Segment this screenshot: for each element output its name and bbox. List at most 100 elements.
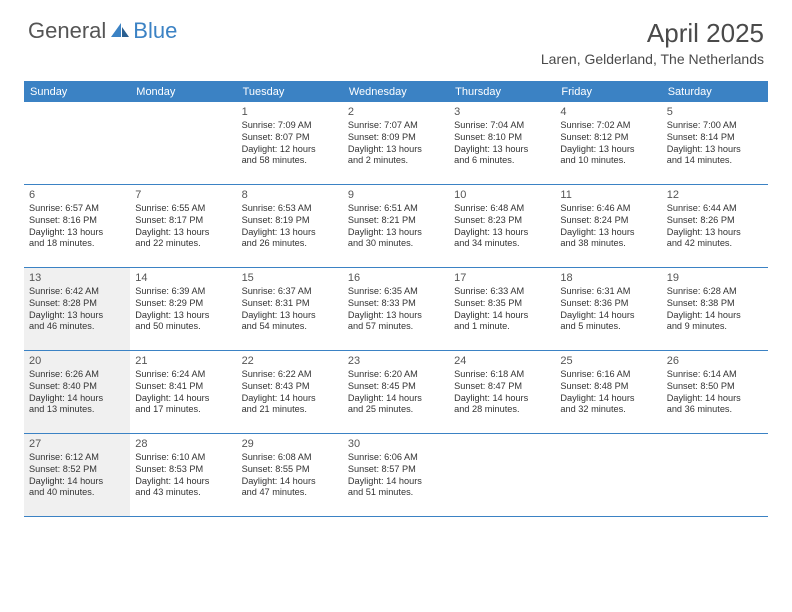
calendar-cell: 9Sunrise: 6:51 AMSunset: 8:21 PMDaylight… [343, 185, 449, 267]
daylight-text: Daylight: 13 hours [135, 310, 231, 322]
daylight-text: Daylight: 14 hours [667, 310, 763, 322]
daylight-text: Daylight: 13 hours [348, 227, 444, 239]
daylight-text: and 28 minutes. [454, 404, 550, 416]
day-number: 17 [454, 271, 550, 285]
daylight-text: Daylight: 14 hours [29, 476, 125, 488]
sunrise-text: Sunrise: 6:31 AM [560, 286, 656, 298]
daylight-text: and 32 minutes. [560, 404, 656, 416]
daylight-text: and 21 minutes. [242, 404, 338, 416]
daylight-text: Daylight: 13 hours [242, 227, 338, 239]
sunrise-text: Sunrise: 7:07 AM [348, 120, 444, 132]
day-number: 29 [242, 437, 338, 451]
daylight-text: Daylight: 13 hours [560, 227, 656, 239]
calendar-cell: 27Sunrise: 6:12 AMSunset: 8:52 PMDayligh… [24, 434, 130, 516]
calendar-cell: 16Sunrise: 6:35 AMSunset: 8:33 PMDayligh… [343, 268, 449, 350]
day-number: 24 [454, 354, 550, 368]
sunset-text: Sunset: 8:48 PM [560, 381, 656, 393]
daylight-text: and 10 minutes. [560, 155, 656, 167]
day-number: 30 [348, 437, 444, 451]
day-header: Monday [130, 82, 236, 102]
calendar-cell [130, 102, 236, 184]
sunset-text: Sunset: 8:36 PM [560, 298, 656, 310]
day-number: 16 [348, 271, 444, 285]
sunrise-text: Sunrise: 7:09 AM [242, 120, 338, 132]
brand-part2: Blue [133, 18, 177, 44]
sunset-text: Sunset: 8:43 PM [242, 381, 338, 393]
day-number: 25 [560, 354, 656, 368]
sunrise-text: Sunrise: 6:39 AM [135, 286, 231, 298]
day-number: 4 [560, 105, 656, 119]
day-number: 11 [560, 188, 656, 202]
daylight-text: and 1 minute. [454, 321, 550, 333]
daylight-text: Daylight: 14 hours [560, 310, 656, 322]
sunset-text: Sunset: 8:07 PM [242, 132, 338, 144]
calendar-cell: 30Sunrise: 6:06 AMSunset: 8:57 PMDayligh… [343, 434, 449, 516]
calendar-cell: 4Sunrise: 7:02 AMSunset: 8:12 PMDaylight… [555, 102, 661, 184]
sunrise-text: Sunrise: 6:46 AM [560, 203, 656, 215]
sunrise-text: Sunrise: 6:26 AM [29, 369, 125, 381]
daylight-text: Daylight: 13 hours [348, 144, 444, 156]
sunset-text: Sunset: 8:09 PM [348, 132, 444, 144]
sunset-text: Sunset: 8:47 PM [454, 381, 550, 393]
calendar-cell: 3Sunrise: 7:04 AMSunset: 8:10 PMDaylight… [449, 102, 555, 184]
calendar-cell [24, 102, 130, 184]
day-number: 7 [135, 188, 231, 202]
sunrise-text: Sunrise: 6:16 AM [560, 369, 656, 381]
brand-logo: General Blue [28, 18, 177, 44]
daylight-text: and 13 minutes. [29, 404, 125, 416]
daylight-text: and 50 minutes. [135, 321, 231, 333]
day-number: 18 [560, 271, 656, 285]
title-block: April 2025 Laren, Gelderland, The Nether… [541, 18, 764, 67]
daylight-text: and 51 minutes. [348, 487, 444, 499]
day-number: 14 [135, 271, 231, 285]
daylight-text: Daylight: 13 hours [454, 227, 550, 239]
daylight-text: Daylight: 14 hours [348, 476, 444, 488]
daylight-text: Daylight: 14 hours [242, 476, 338, 488]
sunset-text: Sunset: 8:57 PM [348, 464, 444, 476]
daylight-text: Daylight: 13 hours [667, 144, 763, 156]
calendar-cell: 7Sunrise: 6:55 AMSunset: 8:17 PMDaylight… [130, 185, 236, 267]
calendar-week: 27Sunrise: 6:12 AMSunset: 8:52 PMDayligh… [24, 434, 768, 517]
calendar-cell: 23Sunrise: 6:20 AMSunset: 8:45 PMDayligh… [343, 351, 449, 433]
daylight-text: Daylight: 14 hours [348, 393, 444, 405]
sunrise-text: Sunrise: 6:18 AM [454, 369, 550, 381]
day-number: 20 [29, 354, 125, 368]
daylight-text: and 34 minutes. [454, 238, 550, 250]
day-headers-row: Sunday Monday Tuesday Wednesday Thursday… [24, 82, 768, 102]
sunset-text: Sunset: 8:21 PM [348, 215, 444, 227]
calendar-cell: 15Sunrise: 6:37 AMSunset: 8:31 PMDayligh… [237, 268, 343, 350]
sunrise-text: Sunrise: 6:37 AM [242, 286, 338, 298]
calendar-cell [662, 434, 768, 516]
sunrise-text: Sunrise: 6:20 AM [348, 369, 444, 381]
day-number: 1 [242, 105, 338, 119]
sunrise-text: Sunrise: 6:33 AM [454, 286, 550, 298]
sunrise-text: Sunrise: 7:02 AM [560, 120, 656, 132]
page-header: General Blue April 2025 Laren, Gelderlan… [0, 0, 792, 73]
sunset-text: Sunset: 8:33 PM [348, 298, 444, 310]
calendar-cell: 8Sunrise: 6:53 AMSunset: 8:19 PMDaylight… [237, 185, 343, 267]
calendar-cell: 26Sunrise: 6:14 AMSunset: 8:50 PMDayligh… [662, 351, 768, 433]
sunset-text: Sunset: 8:41 PM [135, 381, 231, 393]
daylight-text: Daylight: 14 hours [454, 393, 550, 405]
daylight-text: and 26 minutes. [242, 238, 338, 250]
sunset-text: Sunset: 8:31 PM [242, 298, 338, 310]
daylight-text: and 42 minutes. [667, 238, 763, 250]
location-text: Laren, Gelderland, The Netherlands [541, 51, 764, 67]
calendar-cell: 29Sunrise: 6:08 AMSunset: 8:55 PMDayligh… [237, 434, 343, 516]
day-number: 19 [667, 271, 763, 285]
daylight-text: and 25 minutes. [348, 404, 444, 416]
calendar-cell [449, 434, 555, 516]
daylight-text: and 30 minutes. [348, 238, 444, 250]
day-number: 26 [667, 354, 763, 368]
daylight-text: and 36 minutes. [667, 404, 763, 416]
calendar-cell: 24Sunrise: 6:18 AMSunset: 8:47 PMDayligh… [449, 351, 555, 433]
sunrise-text: Sunrise: 6:48 AM [454, 203, 550, 215]
daylight-text: Daylight: 13 hours [29, 227, 125, 239]
sunset-text: Sunset: 8:38 PM [667, 298, 763, 310]
sunrise-text: Sunrise: 6:12 AM [29, 452, 125, 464]
daylight-text: Daylight: 12 hours [242, 144, 338, 156]
calendar-cell: 28Sunrise: 6:10 AMSunset: 8:53 PMDayligh… [130, 434, 236, 516]
sunset-text: Sunset: 8:29 PM [135, 298, 231, 310]
sunrise-text: Sunrise: 7:04 AM [454, 120, 550, 132]
daylight-text: and 2 minutes. [348, 155, 444, 167]
